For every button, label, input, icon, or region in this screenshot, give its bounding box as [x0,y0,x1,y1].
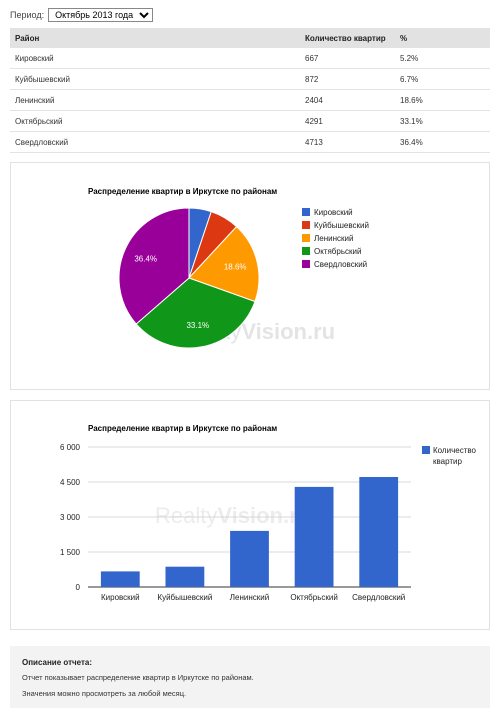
bar-кировский[interactable] [100,571,140,587]
legend-swatch [302,247,310,255]
cell-count: 2404 [300,89,395,111]
watermark-bar: RealtyVision.ru [155,503,311,528]
period-select[interactable]: Октябрь 2013 года [48,8,154,22]
legend-label[interactable]: Ленинский [314,234,353,243]
bar-свердловский[interactable] [359,477,399,587]
table-row: Кировский 667 5.2% [10,48,490,69]
pie-slice-4[interactable] [135,277,256,349]
y-tick-label: 4 500 [60,478,81,487]
cell-district: Ленинский [10,89,300,111]
cell-count: 667 [300,48,395,69]
description-title: Описание отчета: [22,658,93,667]
y-tick-label: 6 000 [60,443,81,452]
cell-district: Куйбышевский [10,68,300,90]
y-tick-label: 1 500 [60,548,81,557]
legend-swatch [302,260,310,268]
pie-slice-3[interactable] [188,225,260,303]
bar-chart: RealtyVision.ru Распределение квартир в … [60,424,477,602]
x-tick-label: Куйбышевский [157,593,212,602]
legend-label[interactable]: Свердловский [314,260,367,269]
x-tick-label: Свердловский [352,593,405,602]
bar-chart-title: Распределение квартир в Иркутске по райо… [88,424,277,433]
cell-district: Октябрьский [10,110,300,132]
table-row: Куйбышевский 872 6.7% [10,68,490,90]
pie-slice-label: 18.6% [224,263,247,272]
x-tick-label: Ленинский [230,593,269,602]
legend-label[interactable]: Количество квартир [433,446,477,466]
table-row: Свердловский 4713 36.4% [10,131,490,153]
column-header-count[interactable]: Количество квартир [300,28,395,48]
pie-slice-5[interactable] [118,207,190,325]
cell-count: 4291 [300,110,395,132]
pie-chart: RealtyVision.ru Распределение квартир в … [88,187,369,349]
bar-chart-panel: RealtyVision.ru Распределение квартир в … [10,400,490,630]
cell-percent: 5.2% [395,48,490,69]
x-tick-label: Кировский [101,593,140,602]
bar-ленинский[interactable] [230,530,269,587]
column-header-percent[interactable]: % [395,28,490,48]
legend-swatch [422,446,430,454]
legend-swatch [302,208,310,216]
period-selector: Период: Октябрь 2013 года [10,8,154,22]
description-line: Отчет показывает распределение квартир в… [22,673,254,682]
bar-куйбышевский[interactable] [165,566,205,587]
pie-slice-label: 33.1% [186,321,209,330]
cell-percent: 18.6% [395,89,490,111]
report-description: Описание отчета: Отчет показывает распре… [10,646,490,708]
period-label: Период: [10,10,45,20]
y-tick-label: 0 [76,583,81,592]
table-header-row: Район Количество квартир % [10,28,490,48]
cell-percent: 6.7% [395,68,490,90]
bar-октябрьский[interactable] [294,486,334,587]
cell-percent: 36.4% [395,131,490,153]
y-tick-label: 3 000 [60,513,81,522]
pie-chart-panel: RealtyVision.ru Распределение квартир в … [10,162,490,390]
column-header-district[interactable]: Район [10,28,300,48]
description-line: Значения можно просмотреть за любой меся… [22,689,187,698]
legend-swatch [302,221,310,229]
pie-chart-title: Распределение квартир в Иркутске по райо… [88,187,277,196]
table-row: Октябрьский 4291 33.1% [10,110,490,132]
cell-district: Свердловский [10,131,300,153]
cell-percent: 33.1% [395,110,490,132]
x-tick-label: Октябрьский [290,593,337,602]
cell-district: Кировский [10,48,300,69]
table-row: Ленинский 2404 18.6% [10,89,490,111]
legend-label[interactable]: Кировский [314,208,353,217]
legend-swatch [302,234,310,242]
legend-label[interactable]: Октябрьский [314,247,361,256]
cell-count: 4713 [300,131,395,153]
cell-count: 872 [300,68,395,90]
pie-slice-label: 36.4% [134,254,157,263]
legend-label[interactable]: Куйбышевский [314,221,369,230]
districts-table: Район Количество квартир % Кировский 667… [10,28,490,153]
